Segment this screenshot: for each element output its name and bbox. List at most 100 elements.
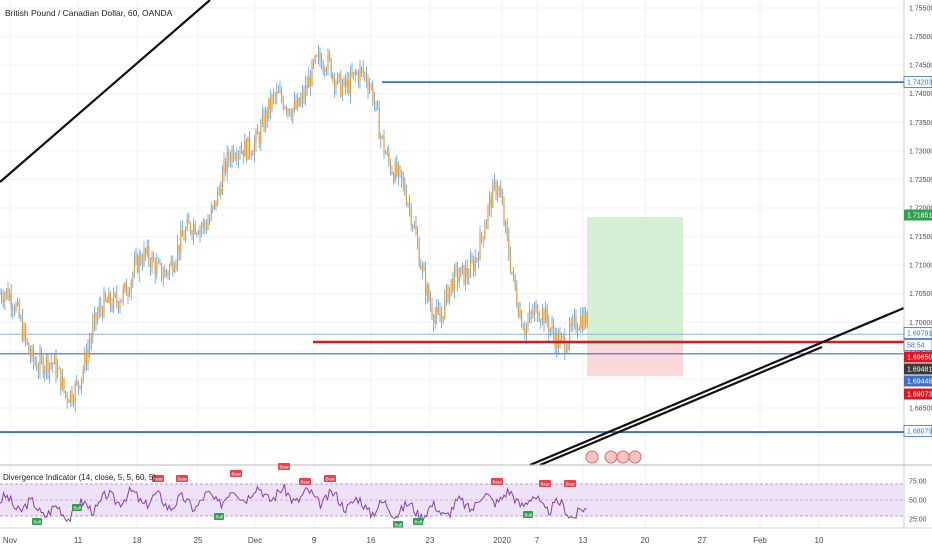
candle-body (447, 286, 449, 302)
candle-body (513, 273, 515, 275)
candle-body (111, 305, 113, 310)
price-tag (904, 351, 932, 363)
candle-body (205, 225, 207, 230)
trendline-upper-left[interactable] (0, 0, 211, 183)
trendline-rising-1[interactable] (529, 306, 905, 467)
candle-body (445, 286, 447, 297)
candle-body (31, 348, 33, 358)
price-tick-label: 1.73500 (909, 120, 932, 127)
candle-body (90, 337, 92, 344)
candle-body (250, 153, 252, 156)
target-zone[interactable] (587, 217, 683, 343)
candle-body (313, 61, 315, 63)
candle-body (573, 316, 575, 320)
candle-body (372, 85, 374, 102)
candle-body (533, 307, 535, 316)
candle-body (314, 55, 316, 63)
candle-body (17, 302, 19, 305)
candle-body (309, 76, 311, 87)
candle-body (143, 248, 145, 265)
candle-body (415, 225, 417, 235)
candle-body (116, 294, 118, 303)
candle-body (130, 281, 132, 293)
candle-body (58, 367, 60, 369)
indicator-title-bg (0, 471, 124, 483)
candle-body (481, 233, 483, 238)
candle-body (420, 265, 422, 270)
candle-body (215, 200, 217, 207)
candle-body (234, 157, 236, 159)
candle-body (577, 330, 579, 331)
candle-body (42, 358, 44, 375)
event-icon-4[interactable] (628, 450, 642, 464)
candle-body (100, 305, 102, 310)
candle-body (106, 299, 108, 303)
price-axis[interactable] (904, 0, 932, 528)
stop-zone[interactable] (587, 343, 683, 376)
event-icon-1[interactable] (585, 450, 599, 464)
candle-body (33, 348, 35, 362)
candle-body (197, 233, 199, 235)
candle-body (148, 245, 150, 262)
candle-body (362, 68, 364, 74)
candle-body (383, 136, 385, 154)
candle-body (77, 381, 79, 386)
candle-body (393, 173, 395, 182)
candle-body (295, 101, 297, 109)
price-axis-tags: 1.74203 1.71851 1.69791 58:54 1.69650 1.69481… (903, 76, 932, 437)
candle-body (279, 90, 281, 93)
candle-body (308, 76, 310, 89)
candle-body (333, 75, 335, 89)
candle-body (1, 293, 3, 299)
candle-body (493, 181, 495, 184)
candle-body (74, 383, 76, 403)
candle-body (537, 305, 539, 321)
candle-body (9, 293, 11, 300)
candle-body (298, 97, 300, 106)
candle-body (245, 140, 247, 160)
bear-tag-label: Bear (566, 482, 576, 487)
time-tick-label: 7 (535, 536, 540, 545)
candle-body (290, 114, 292, 118)
candle-body (429, 299, 431, 306)
candle-body (356, 72, 358, 74)
event-icons[interactable] (585, 450, 642, 464)
candle-body (329, 53, 331, 59)
candle-body (490, 197, 492, 208)
indicator-axis-ticks: 75.00 50.00 25.00 (909, 479, 927, 524)
time-axis[interactable]: Nov 11 18 25 Dec 9 16 23 2020 7 13 20 27 Feb 10 (3, 536, 824, 545)
candle-body (538, 320, 540, 321)
candle-body (212, 206, 214, 210)
price-tick-label: 1.72000 (909, 206, 932, 213)
candle-body (330, 58, 332, 78)
candle-body (127, 294, 129, 296)
candle-body (277, 91, 279, 93)
candle-body (421, 266, 423, 270)
candle-body (303, 92, 305, 99)
trendline-rising-2[interactable] (539, 345, 823, 467)
candle-body (257, 131, 259, 135)
candle-body (375, 101, 377, 104)
candle-body (319, 52, 321, 61)
candle-body (180, 229, 182, 253)
candle-body (103, 293, 105, 317)
candle-body (18, 302, 20, 318)
candle-body (561, 336, 563, 337)
event-icon-2[interactable] (604, 450, 618, 464)
candle-body (527, 320, 529, 326)
candle-body (164, 270, 166, 277)
candle-body (233, 149, 235, 159)
candle-body (522, 326, 524, 330)
candle-body (89, 343, 91, 349)
candle-body (572, 319, 574, 327)
price-tag (904, 363, 932, 375)
candle-body (95, 312, 97, 321)
candle-body (405, 193, 407, 205)
price-tag-label: 1.68079 (907, 429, 932, 436)
candle-body (517, 305, 519, 317)
event-icon-3[interactable] (616, 450, 630, 464)
divergence-tags: Bear Bear Bear Bear Bear Bear Bear Bear Bear Bull… (32, 463, 576, 528)
candle-body (453, 267, 455, 292)
